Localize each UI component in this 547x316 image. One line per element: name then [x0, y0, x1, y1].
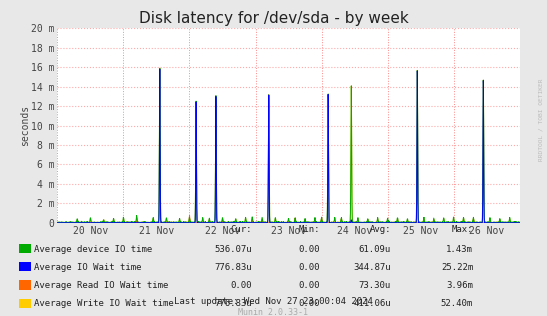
Text: 25.22m: 25.22m [441, 263, 473, 272]
Text: 776.83u: 776.83u [214, 300, 252, 308]
Text: Average Write IO Wait time: Average Write IO Wait time [34, 300, 174, 308]
Text: 536.07u: 536.07u [214, 245, 252, 253]
Text: 0.00: 0.00 [299, 245, 320, 253]
Text: 73.30u: 73.30u [359, 281, 391, 290]
Y-axis label: seconds: seconds [20, 105, 30, 146]
Text: Last update: Wed Nov 27 23:00:04 2024: Last update: Wed Nov 27 23:00:04 2024 [174, 297, 373, 306]
Text: Average IO Wait time: Average IO Wait time [34, 263, 142, 272]
Text: Disk latency for /dev/sda - by week: Disk latency for /dev/sda - by week [138, 11, 409, 26]
Text: 776.83u: 776.83u [214, 263, 252, 272]
Text: 0.00: 0.00 [299, 263, 320, 272]
Text: 61.09u: 61.09u [359, 245, 391, 253]
Text: 0.00: 0.00 [230, 281, 252, 290]
Text: 1.43m: 1.43m [446, 245, 473, 253]
Text: RRDTOOL / TOBI OETIKER: RRDTOOL / TOBI OETIKER [538, 79, 543, 161]
Text: 52.40m: 52.40m [441, 300, 473, 308]
Text: Munin 2.0.33-1: Munin 2.0.33-1 [238, 308, 309, 316]
Text: Cur:: Cur: [230, 225, 252, 234]
Text: Average Read IO Wait time: Average Read IO Wait time [34, 281, 169, 290]
Text: Avg:: Avg: [370, 225, 391, 234]
Text: Min:: Min: [299, 225, 320, 234]
Text: 411.06u: 411.06u [353, 300, 391, 308]
Text: 3.96m: 3.96m [446, 281, 473, 290]
Text: 0.00: 0.00 [299, 281, 320, 290]
Text: Average device IO time: Average device IO time [34, 245, 153, 253]
Text: Max:: Max: [452, 225, 473, 234]
Text: 344.87u: 344.87u [353, 263, 391, 272]
Text: 0.00: 0.00 [299, 300, 320, 308]
